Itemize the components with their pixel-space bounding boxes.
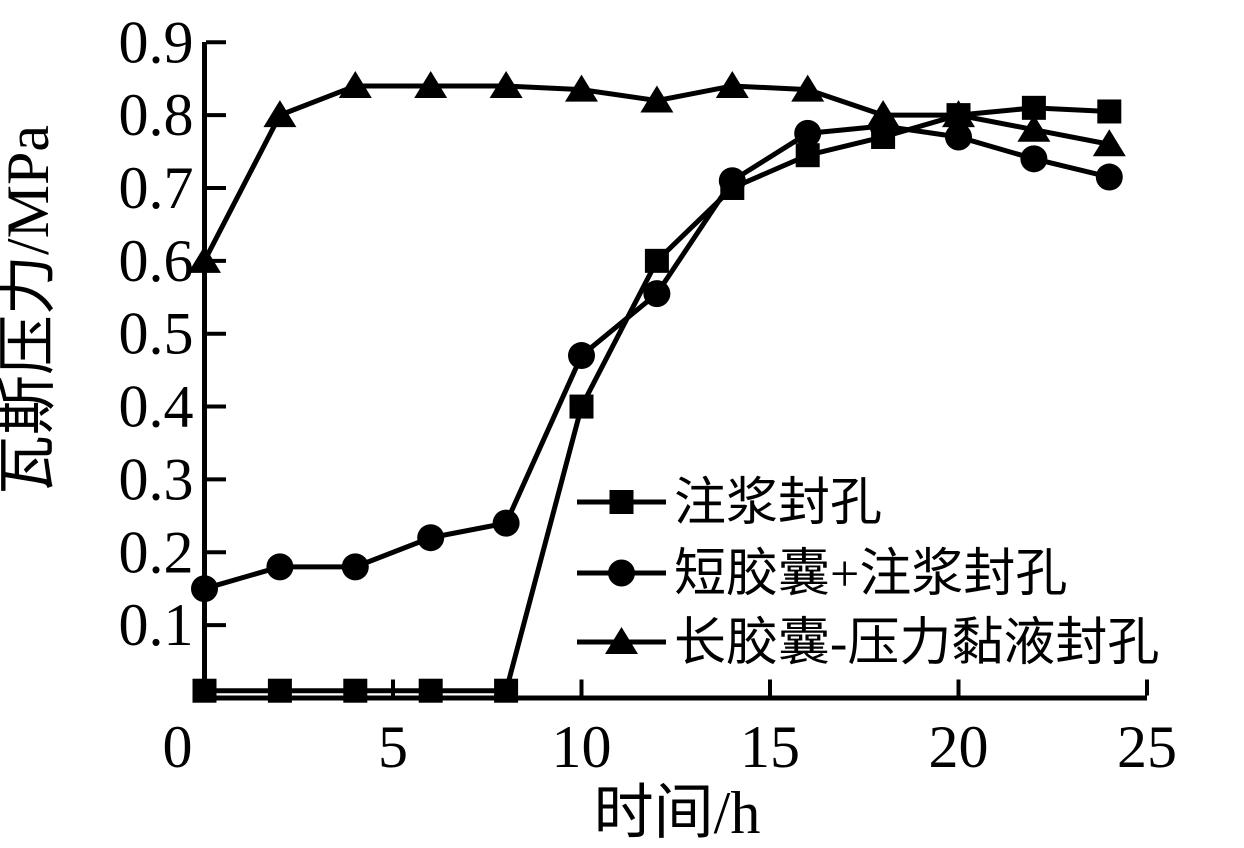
data-point-triangle bbox=[1092, 129, 1126, 157]
y-tick-label: 0.8 bbox=[119, 82, 194, 148]
data-point-circle bbox=[341, 553, 369, 581]
data-point-square bbox=[1097, 99, 1122, 124]
x-tick-label: 5 bbox=[378, 714, 408, 780]
legend-item: 注浆封孔 bbox=[577, 475, 882, 532]
data-point-circle bbox=[718, 167, 746, 195]
data-point-square bbox=[343, 678, 368, 703]
data-point-triangle bbox=[414, 70, 448, 98]
data-point-triangle bbox=[188, 245, 221, 273]
x-axis-title: 时间/h bbox=[594, 780, 761, 846]
series-polyline bbox=[204, 105, 1110, 694]
data-point-square bbox=[192, 678, 217, 703]
x-tick-label: 20 bbox=[929, 714, 989, 780]
y-tick-label: 0.5 bbox=[119, 301, 194, 367]
legend-circle-icon bbox=[608, 559, 635, 587]
y-tick-label: 0.2 bbox=[119, 519, 194, 585]
data-point-circle bbox=[568, 342, 595, 370]
y-tick-label: 0.6 bbox=[119, 228, 194, 294]
data-point-triangle bbox=[791, 74, 825, 102]
x-axis-ticks: 0 5 10 15 20 25 bbox=[163, 679, 1177, 780]
y-tick-label: 0.7 bbox=[119, 155, 194, 221]
data-point-square bbox=[569, 394, 594, 419]
legend-triangle-icon bbox=[605, 627, 638, 654]
y-axis-title: 瓦斯压力/MPa bbox=[0, 125, 61, 495]
series-circle bbox=[191, 112, 1123, 603]
x-tick-label: 10 bbox=[552, 714, 612, 780]
data-point-circle bbox=[417, 524, 445, 552]
data-point-triangle bbox=[489, 70, 523, 98]
data-point-circle bbox=[794, 119, 822, 147]
data-point-circle bbox=[1095, 163, 1123, 191]
data-point-triangle bbox=[640, 85, 674, 113]
x-tick-label: 15 bbox=[740, 714, 800, 780]
y-tick-label: 0.9 bbox=[119, 9, 194, 75]
data-point-square bbox=[795, 143, 820, 168]
data-point-triangle bbox=[263, 100, 297, 128]
series-polyline bbox=[203, 123, 1110, 592]
data-point-circle bbox=[492, 509, 520, 537]
y-tick-label: 0.4 bbox=[119, 374, 194, 440]
series-triangle bbox=[188, 70, 1126, 273]
legend-label: 注浆封孔 bbox=[674, 475, 882, 532]
series-square bbox=[192, 95, 1122, 703]
legend-square-icon bbox=[609, 490, 634, 514]
data-point-circle bbox=[643, 280, 671, 308]
data-point-square bbox=[267, 678, 292, 703]
legend-item: 短胶囊+注浆封孔 bbox=[577, 546, 1067, 603]
x-tick-label: 25 bbox=[1117, 714, 1177, 780]
legend-label: 长胶囊-压力黏液封孔 bbox=[674, 615, 1159, 672]
data-point-triangle bbox=[942, 100, 975, 128]
data-point-triangle bbox=[565, 74, 598, 102]
data-point-triangle bbox=[338, 70, 372, 98]
data-point-circle bbox=[266, 553, 294, 581]
data-point-triangle bbox=[1017, 114, 1051, 142]
data-point-triangle bbox=[866, 100, 900, 128]
data-point-circle bbox=[1020, 145, 1048, 173]
data-point-circle bbox=[945, 123, 972, 151]
data-point-square bbox=[494, 678, 519, 703]
data-point-triangle bbox=[715, 70, 749, 98]
data-point-square bbox=[644, 248, 669, 273]
x-tick-label: 0 bbox=[163, 714, 193, 780]
legend-label: 短胶囊+注浆封孔 bbox=[674, 546, 1067, 603]
data-point-square bbox=[418, 678, 443, 703]
y-tick-label: 0.1 bbox=[119, 592, 194, 658]
y-axis-ticks: 0.1 0.2 0.30.4 0.5 0.6 0.7 0.8 0.9 bbox=[119, 9, 226, 658]
data-point-circle bbox=[191, 575, 218, 603]
y-tick-label: 0.3 bbox=[119, 446, 194, 512]
legend-item: 长胶囊-压力黏液封孔 bbox=[577, 615, 1159, 672]
